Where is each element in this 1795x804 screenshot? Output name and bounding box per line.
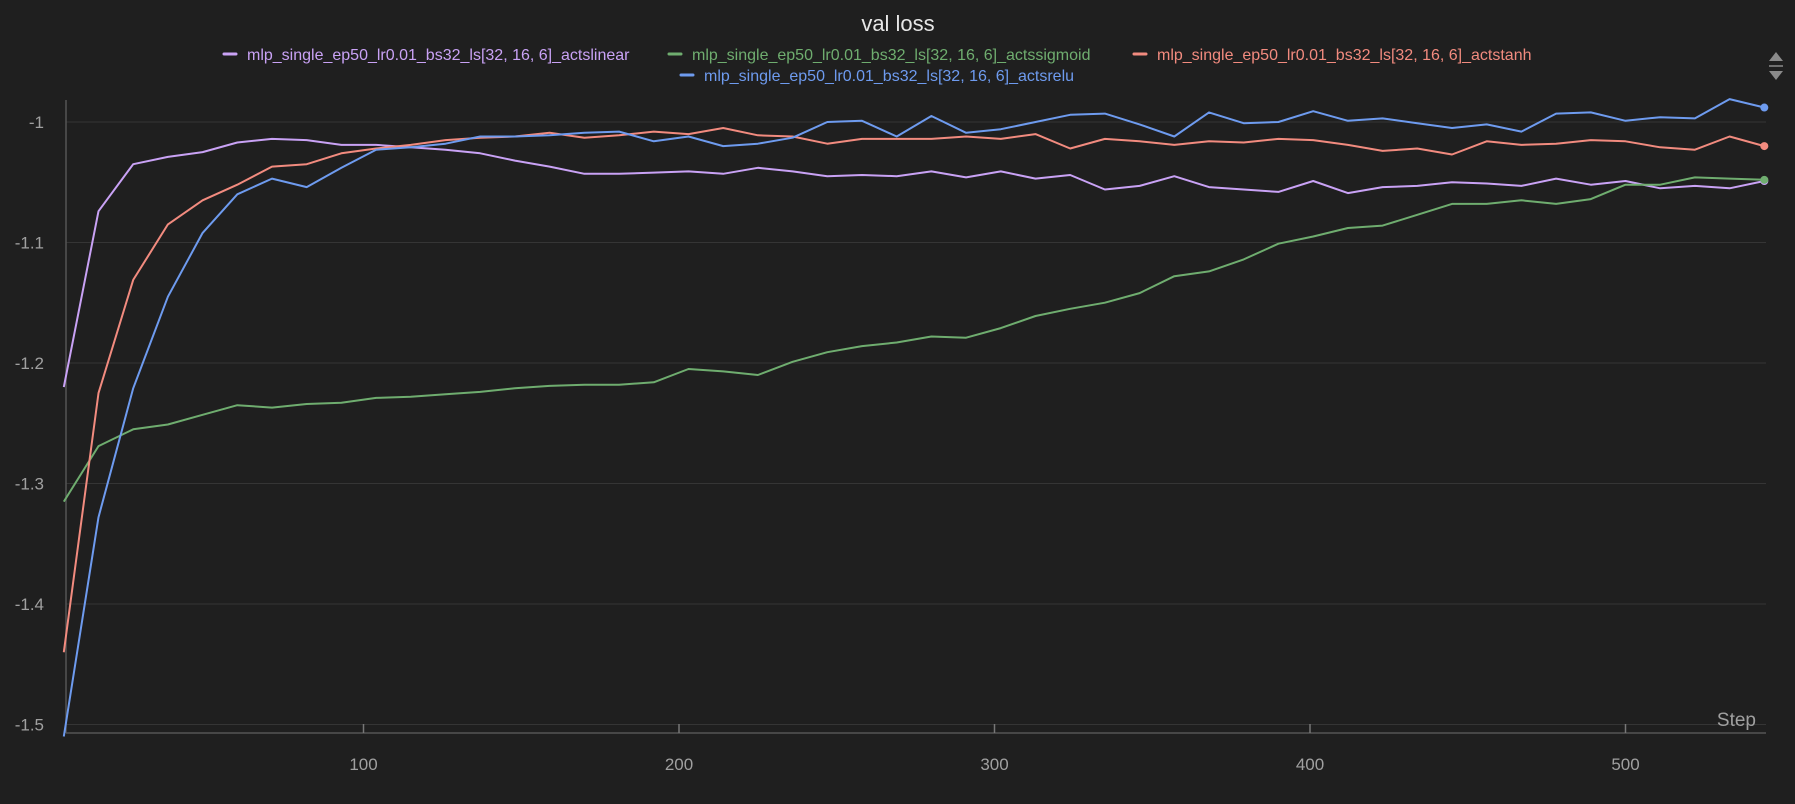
y-tick-label: -1.3 [15, 475, 44, 494]
legend-label: mlp_single_ep50_lr0.01_bs32_ls[32, 16, 6… [704, 68, 1074, 85]
y-tick-label: -1.1 [15, 234, 44, 253]
series-end-point-3[interactable] [1760, 103, 1769, 112]
legend-item-3[interactable]: mlp_single_ep50_lr0.01_bs32_ls[32, 16, 6… [679, 68, 1074, 85]
series-line-0[interactable] [62, 137, 1765, 388]
series-layer [62, 98, 1769, 737]
legend-label: mlp_single_ep50_lr0.01_bs32_ls[32, 16, 6… [247, 47, 630, 64]
legend-label: mlp_single_ep50_lr0.01_bs32_ls[32, 16, 6… [692, 47, 1090, 64]
legend-item-0[interactable]: mlp_single_ep50_lr0.01_bs32_ls[32, 16, 6… [222, 47, 630, 64]
x-axis-label: Step [1717, 710, 1756, 731]
series-line-1[interactable] [62, 176, 1765, 503]
x-tick-label: 500 [1611, 755, 1639, 774]
legend-scroll[interactable] [1769, 52, 1783, 80]
y-tick-label: -1.4 [15, 595, 44, 614]
chevron-down-icon[interactable] [1769, 71, 1783, 80]
y-tick-label: -1.5 [15, 716, 44, 735]
grid [66, 121, 1766, 725]
series-line-3[interactable] [62, 98, 1765, 737]
legend-item-1[interactable]: mlp_single_ep50_lr0.01_bs32_ls[32, 16, 6… [667, 47, 1090, 64]
y-tick-label: -1 [29, 113, 44, 132]
x-tick-label: 100 [349, 755, 377, 774]
x-tick-label: 300 [980, 755, 1008, 774]
chart-title: val loss [861, 11, 934, 36]
series-end-point-1[interactable] [1760, 175, 1769, 184]
legend-item-2[interactable]: mlp_single_ep50_lr0.01_bs32_ls[32, 16, 6… [1132, 47, 1532, 64]
axes: -1 -1.1 -1.2 -1.3 -1.4 -1.5 100 200 300 400 500 [15, 100, 1766, 774]
y-tick-label: -1.2 [15, 354, 44, 373]
series-end-point-2[interactable] [1760, 142, 1769, 151]
x-tick-label: 200 [665, 755, 693, 774]
legend: mlp_single_ep50_lr0.01_bs32_ls[32, 16, 6… [222, 47, 1532, 85]
x-tick-label: 400 [1296, 755, 1324, 774]
series-line-2[interactable] [62, 127, 1765, 653]
legend-label: mlp_single_ep50_lr0.01_bs32_ls[32, 16, 6… [1157, 47, 1532, 64]
chevron-up-icon[interactable] [1769, 52, 1783, 61]
